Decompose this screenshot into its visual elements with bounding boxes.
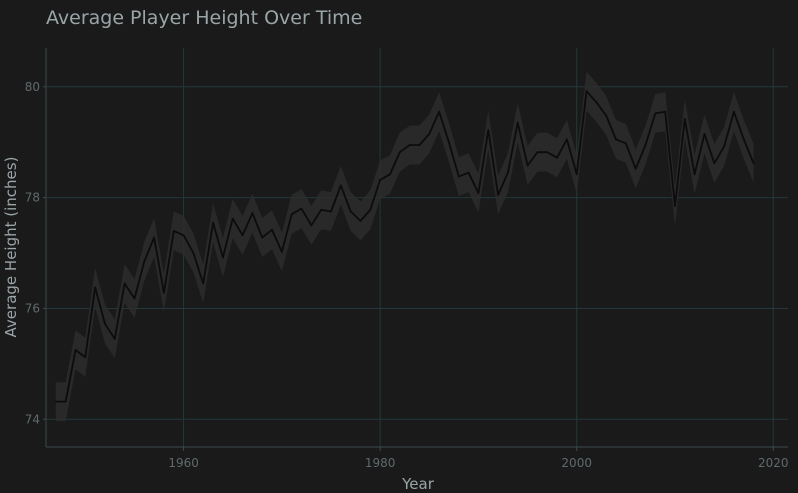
data-point: [359, 220, 362, 222]
data-point: [634, 168, 637, 170]
x-axis-title: Year: [401, 475, 435, 493]
data-point: [320, 209, 322, 211]
x-tick-label: 1960: [168, 456, 199, 470]
data-point: [123, 282, 126, 285]
data-point: [133, 297, 136, 300]
data-point: [163, 292, 165, 294]
data-point: [674, 205, 676, 207]
data-point: [153, 236, 155, 239]
data-point: [644, 144, 647, 146]
data-point: [605, 114, 607, 117]
data-point: [399, 151, 401, 153]
data-point: [497, 194, 499, 196]
data-point: [241, 234, 244, 237]
data-point: [575, 173, 578, 176]
tick-labels: 74 76 78 80 1960 1980 2000 2020: [25, 80, 789, 470]
data-point: [212, 221, 214, 224]
data-point: [340, 184, 342, 187]
data-point: [290, 213, 293, 216]
data-point: [625, 142, 627, 145]
data-point: [349, 210, 352, 213]
data-point: [467, 171, 470, 174]
data-point: [300, 207, 303, 210]
data-point: [192, 252, 195, 254]
data-point: [693, 173, 696, 176]
data-point: [742, 138, 745, 141]
data-point: [654, 112, 657, 115]
data-point: [556, 156, 558, 159]
data-point: [74, 349, 77, 351]
data-point: [418, 144, 421, 146]
data-point: [182, 234, 185, 237]
data-point: [55, 400, 57, 403]
data-point: [369, 209, 372, 211]
data-point: [438, 110, 440, 113]
data-point: [684, 118, 686, 120]
x-tick-label: 2000: [561, 456, 592, 470]
data-point: [703, 133, 706, 135]
chart-title: Average Player Height Over Time: [46, 7, 362, 29]
data-point: [487, 129, 490, 131]
data-point: [713, 162, 716, 165]
data-point: [310, 224, 313, 227]
data-point: [222, 256, 224, 259]
data-point: [231, 217, 234, 220]
series-line-group: [55, 90, 755, 403]
data-point: [615, 138, 617, 141]
data-point: [202, 282, 205, 285]
data-point: [526, 164, 529, 167]
data-point: [281, 251, 283, 253]
data-point: [251, 212, 254, 214]
data-point: [566, 138, 568, 141]
data-point: [507, 171, 509, 174]
data-point: [94, 286, 96, 289]
data-point: [595, 101, 598, 104]
y-axis-title: Average Height (inches): [2, 157, 20, 338]
data-point: [113, 338, 116, 340]
data-point: [536, 151, 539, 153]
data-point: [389, 173, 391, 176]
data-point: [408, 144, 411, 146]
y-tick-label: 74: [25, 412, 40, 426]
grid: [46, 48, 788, 447]
data-point: [585, 90, 588, 93]
data-point: [271, 228, 273, 231]
data-point: [84, 356, 87, 359]
data-point: [379, 179, 381, 181]
data-point: [261, 236, 264, 239]
data-point: [457, 175, 460, 178]
data-point: [546, 151, 549, 153]
data-point: [723, 145, 725, 148]
data-point: [664, 110, 666, 113]
data-point: [330, 210, 332, 213]
data-point: [143, 260, 146, 263]
data-point: [104, 323, 106, 325]
y-tick-label: 78: [25, 191, 40, 205]
data-point: [448, 141, 450, 144]
data-point: [64, 400, 67, 403]
axes: [43, 48, 788, 451]
data-point: [733, 110, 735, 113]
y-tick-label: 76: [25, 301, 40, 315]
data-point: [516, 122, 519, 124]
data-point: [477, 192, 480, 194]
y-tick-label: 80: [25, 80, 40, 94]
data-point: [428, 133, 431, 135]
x-tick-label: 2020: [758, 456, 789, 470]
series-line: [55, 90, 755, 403]
data-point: [172, 230, 175, 232]
data-point: [752, 162, 755, 165]
x-tick-label: 1980: [365, 456, 396, 470]
